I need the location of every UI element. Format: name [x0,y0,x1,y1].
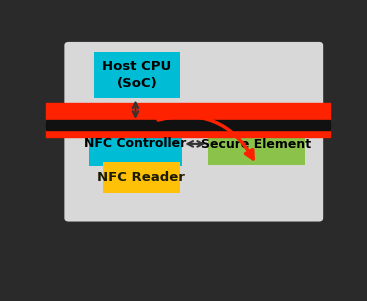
Text: Host CPU
(SoC): Host CPU (SoC) [102,60,171,90]
FancyBboxPatch shape [94,52,179,98]
Bar [46,128,330,137]
Text: Secure Element: Secure Element [201,138,312,151]
Text: NFC Controller: NFC Controller [84,137,186,150]
FancyArrowPatch shape [158,116,253,159]
FancyBboxPatch shape [103,163,179,193]
Bar [46,120,330,130]
FancyBboxPatch shape [88,122,182,166]
Bar [46,103,330,121]
FancyBboxPatch shape [208,124,305,165]
Text: NFC Reader: NFC Reader [97,171,185,184]
FancyBboxPatch shape [64,42,323,222]
